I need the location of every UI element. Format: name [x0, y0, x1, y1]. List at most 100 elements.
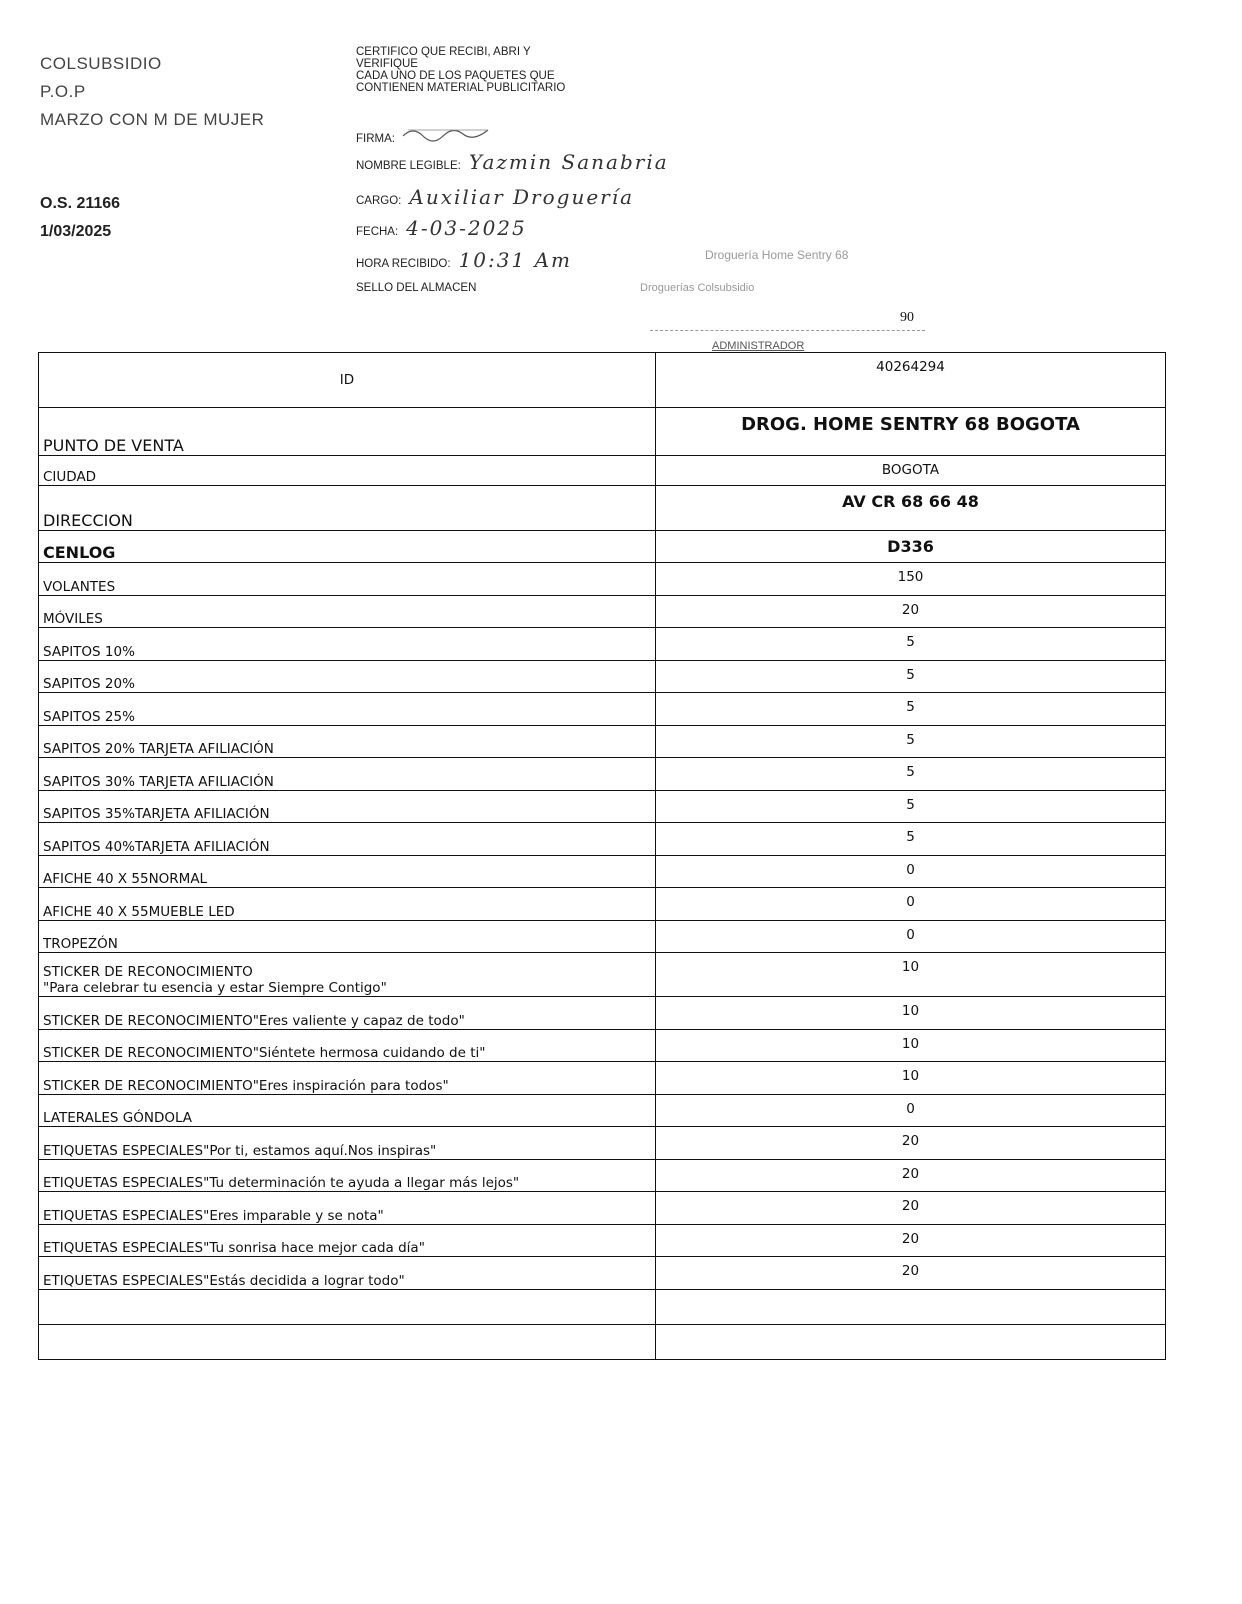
empty-row	[38, 1288, 1166, 1325]
row-label-text: SAPITOS 30% TARJETA AFILIACIÓN	[43, 773, 274, 790]
row-value: D336	[655, 530, 1166, 563]
row-value: DROG. HOME SENTRY 68 BOGOTA	[655, 407, 1166, 456]
row-value: 5	[655, 724, 1166, 758]
table-row: STICKER DE RECONOCIMIENTO"Siéntete hermo…	[38, 1028, 1166, 1062]
row-label-text: ETIQUETAS ESPECIALES"Tu sonrisa hace mej…	[43, 1240, 425, 1256]
row-label: SAPITOS 10%	[38, 627, 656, 661]
row-label-text: ETIQUETAS ESPECIALES"Eres imparable y se…	[43, 1207, 384, 1224]
table-row: ETIQUETAS ESPECIALES"Por ti, estamos aqu…	[38, 1126, 1166, 1160]
row-label-text: SAPITOS 20%	[43, 676, 135, 692]
hora-label: HORA RECIBIDO:	[356, 258, 451, 270]
table-row: SAPITOS 20% 5	[38, 659, 1166, 693]
row-label-text: CIUDAD	[43, 469, 97, 485]
nombre-label: NOMBRE LEGIBLE:	[356, 160, 461, 172]
row-label-text: LATERALES GÓNDOLA	[43, 1110, 193, 1126]
table-row: SAPITOS 35%TARJETA AFILIACIÓN 5	[38, 789, 1166, 823]
row-label: MÓVILES	[38, 594, 656, 628]
table-row: SAPITOS 10% 5	[38, 627, 1166, 661]
row-label-text: SAPITOS 25%	[43, 708, 135, 725]
row-label: VOLANTES	[38, 562, 656, 596]
row-label: ETIQUETAS ESPECIALES"Tu determinación te…	[38, 1158, 656, 1192]
row-label: SAPITOS 40%TARJETA AFILIACIÓN	[38, 822, 656, 856]
row-label-text-2: "Para celebrar tu esencia y estar Siempr…	[43, 980, 387, 996]
row-label-text: STICKER DE RECONOCIMIENTO"Eres inspiraci…	[43, 1077, 449, 1094]
row-label-text: STICKER DE RECONOCIMIENTO	[43, 964, 253, 980]
row-label: ETIQUETAS ESPECIALES"Estás decidida a lo…	[38, 1256, 656, 1290]
row-value: BOGOTA	[655, 455, 1166, 486]
row-label-text: DIRECCION	[43, 511, 133, 530]
table-row: PUNTO DE VENTA DROG. HOME SENTRY 68 BOGOT…	[38, 407, 1166, 456]
campaign-name: MARZO CON M DE MUJER	[40, 110, 265, 129]
table-row: DIRECCION AV CR 68 66 48	[38, 485, 1166, 531]
admin-label: ADMINISTRADOR	[712, 340, 805, 352]
row-label-text: CENLOG	[43, 543, 116, 562]
row-value: 5	[655, 659, 1166, 693]
nombre-field: NOMBRE LEGIBLE: Yazmin Sanabria	[356, 150, 669, 174]
materials-table: ID 40264294 PUNTO DE VENTA DROG. HOME SENTR…	[38, 352, 1166, 1360]
row-label: PUNTO DE VENTA	[38, 407, 656, 456]
row-label: STICKER DE RECONOCIMIENTO"Eres inspiraci…	[38, 1061, 656, 1095]
row-value: 20	[655, 1158, 1166, 1192]
row-value: 5	[655, 822, 1166, 856]
cert-line: CERTIFICO QUE RECIBI, ABRI Y	[356, 46, 531, 58]
row-label-text: SAPITOS 20% TARJETA AFILIACIÓN	[43, 741, 274, 757]
table-row: SAPITOS 40%TARJETA AFILIACIÓN 5	[38, 822, 1166, 856]
row-value: 0	[655, 887, 1166, 921]
signature-icon	[402, 129, 489, 142]
row-label: TROPEZÓN	[38, 919, 656, 953]
fecha-label: FECHA:	[356, 226, 399, 238]
row-value: 20	[655, 594, 1166, 628]
row-value: 5	[655, 692, 1166, 726]
row-label: LATERALES GÓNDOLA	[38, 1093, 656, 1127]
row-label-text: PUNTO DE VENTA	[43, 436, 184, 455]
row-label: SAPITOS 20% TARJETA AFILIACIÓN	[38, 724, 656, 758]
row-label: ETIQUETAS ESPECIALES"Eres imparable y se…	[38, 1191, 656, 1225]
row-label-text: ETIQUETAS ESPECIALES"Por ti, estamos aqu…	[43, 1142, 437, 1159]
stamp-line1: Droguería Home Sentry 68	[705, 248, 849, 262]
row-value: 20	[655, 1191, 1166, 1225]
stamp-number: 90	[900, 310, 914, 325]
row-value: 10	[655, 1061, 1166, 1095]
row-label: CENLOG	[38, 530, 656, 563]
empty-cell	[655, 1288, 1166, 1325]
sello-label: SELLO DEL ALMACEN	[356, 282, 477, 294]
company-name: COLSUBSIDIO	[40, 54, 162, 73]
stamp-line2: Droguerías Colsubsidio	[640, 282, 755, 294]
header-block: COLSUBSIDIO P.O.P MARZO CON M DE MUJER	[40, 50, 264, 134]
row-label: SAPITOS 35%TARJETA AFILIACIÓN	[38, 789, 656, 823]
certification-text: CERTIFICO QUE RECIBI, ABRI Y VERIFIQUE C…	[356, 46, 565, 94]
row-value: 0	[655, 854, 1166, 888]
empty-cell	[655, 1323, 1166, 1360]
row-value: 5	[655, 789, 1166, 823]
table-row: SAPITOS 25% 5	[38, 692, 1166, 726]
row-value: 5	[655, 627, 1166, 661]
cargo-field: CARGO: Auxiliar Droguería	[356, 185, 634, 209]
order-number: O.S. 21166	[40, 195, 121, 212]
row-label-text: ID	[339, 372, 355, 388]
table-row: STICKER DE RECONOCIMIENTO"Eres inspiraci…	[38, 1061, 1166, 1095]
table-row: AFICHE 40 X 55NORMAL 0	[38, 854, 1166, 888]
table-row: CIUDAD BOGOTA	[38, 455, 1166, 486]
nombre-value: Yazmin Sanabria	[468, 150, 669, 174]
row-label-text: VOLANTES	[43, 578, 116, 595]
table-row: ETIQUETAS ESPECIALES"Tu determinación te…	[38, 1158, 1166, 1192]
row-label-text: SAPITOS 40%TARJETA AFILIACIÓN	[43, 838, 270, 855]
fecha-field: FECHA: 4-03-2025	[356, 216, 527, 240]
cert-line: CONTIENEN MATERIAL PUBLICITARIO	[356, 82, 566, 94]
row-label-text: SAPITOS 10%	[43, 643, 135, 660]
firma-label: FIRMA:	[356, 133, 395, 145]
cargo-value: Auxiliar Droguería	[409, 185, 635, 209]
row-label: SAPITOS 30% TARJETA AFILIACIÓN	[38, 757, 656, 791]
stamp-divider	[650, 330, 925, 331]
material-type: P.O.P	[40, 82, 86, 101]
row-label: DIRECCION	[38, 485, 656, 531]
row-label-text: ETIQUETAS ESPECIALES"Estás decidida a lo…	[43, 1272, 405, 1289]
row-label: ID	[38, 352, 656, 408]
row-label: CIUDAD	[38, 455, 656, 486]
table-row: ETIQUETAS ESPECIALES"Tu sonrisa hace mej…	[38, 1223, 1166, 1257]
table-row: LATERALES GÓNDOLA 0	[38, 1093, 1166, 1127]
order-date: 1/03/2025	[40, 223, 112, 240]
row-label-text: STICKER DE RECONOCIMIENTO"Eres valiente …	[43, 1012, 465, 1029]
row-label: SAPITOS 20%	[38, 659, 656, 693]
row-value: 10	[655, 952, 1166, 997]
